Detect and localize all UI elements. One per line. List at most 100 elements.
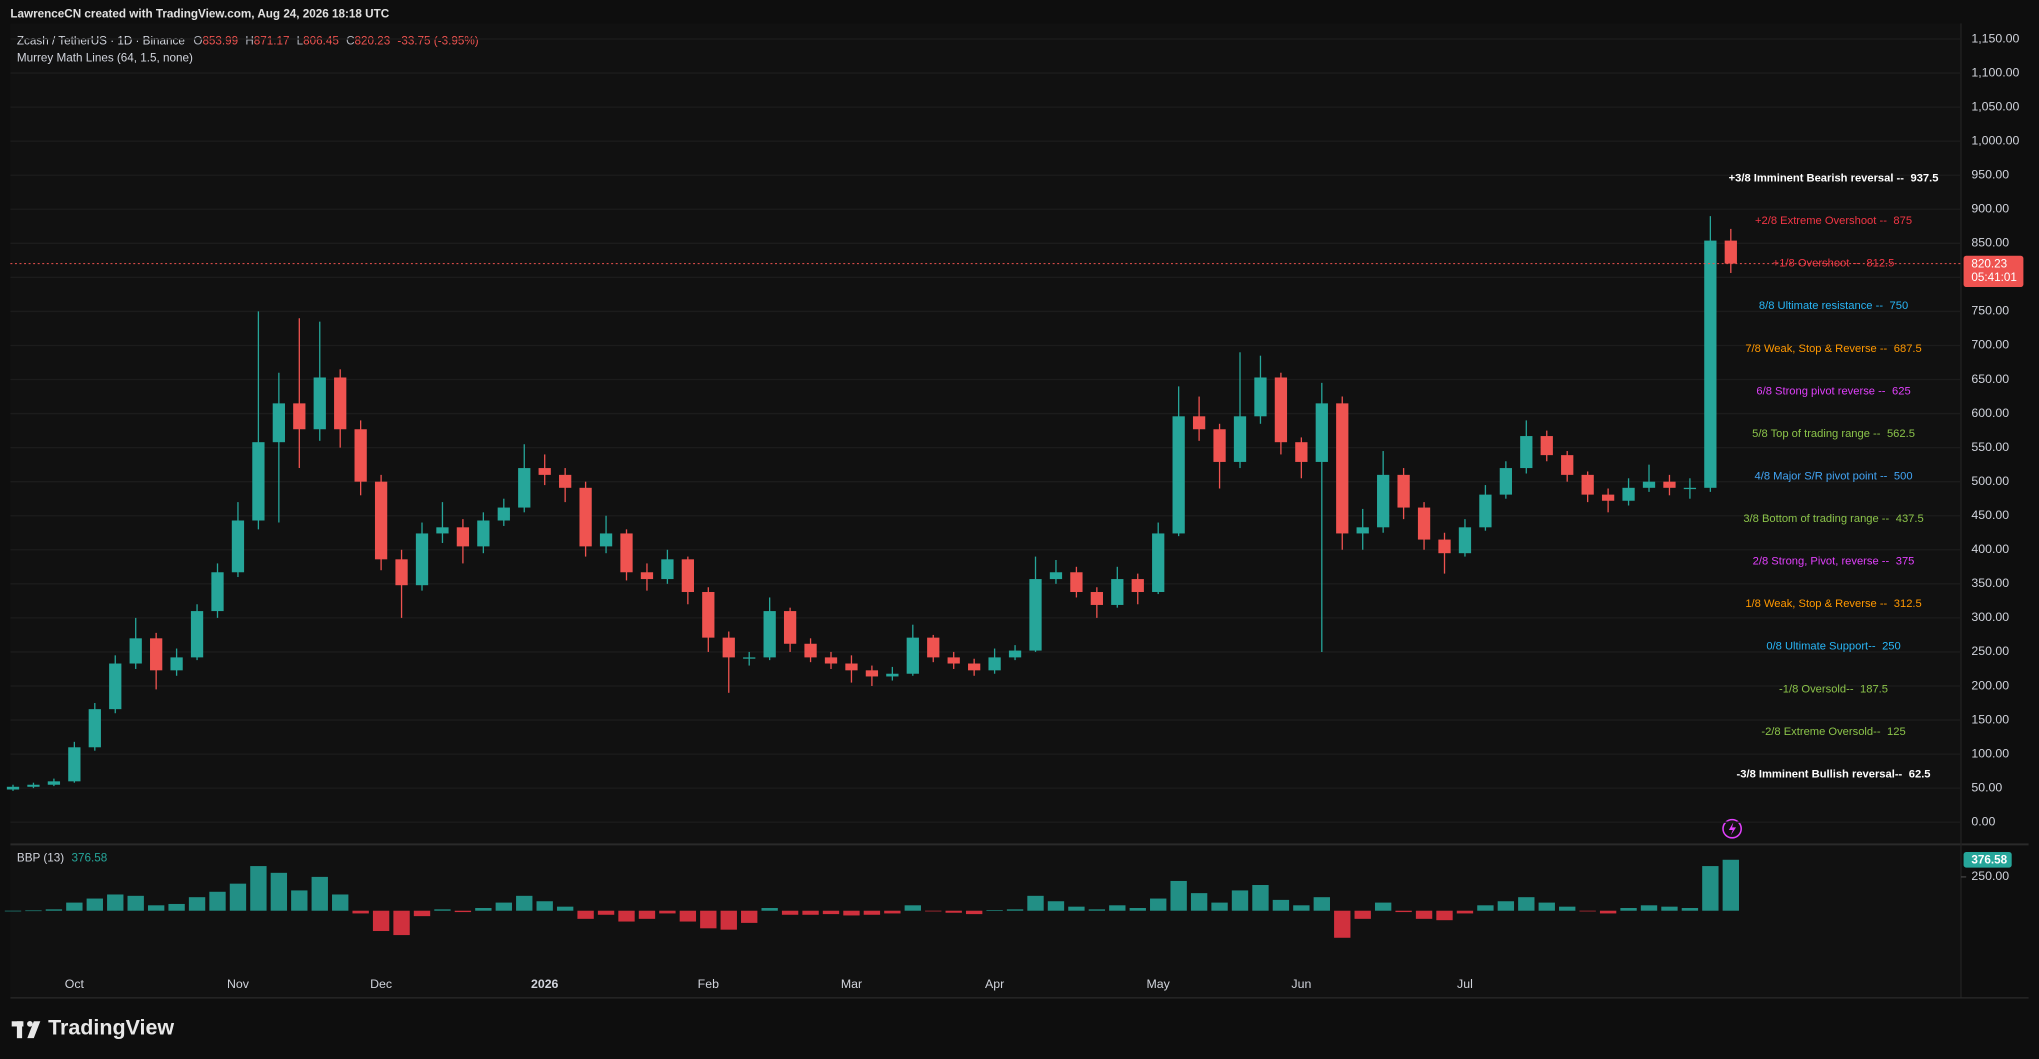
x-tick-label: Jul bbox=[1457, 977, 1473, 991]
y-tick-label: 400.00 bbox=[1971, 542, 2009, 556]
y-tick-label: 350.00 bbox=[1971, 576, 2009, 590]
murrey-text: -3/8 Imminent Bullish reversal-- bbox=[1737, 768, 1903, 780]
bbp-bar bbox=[1027, 895, 1044, 911]
bbp-bar bbox=[1661, 906, 1678, 911]
candle-body bbox=[1601, 494, 1615, 501]
murrey-label: +1/8 Overshoot -- 812.5 bbox=[1773, 258, 1895, 270]
y-tick-label: 1,000.00 bbox=[1971, 133, 2019, 147]
candle-body bbox=[27, 784, 40, 787]
candle-body bbox=[293, 403, 306, 430]
last-price-box bbox=[1963, 255, 2024, 288]
y-tick-label: 250.00 bbox=[1971, 869, 2009, 883]
bbp-bar bbox=[413, 910, 431, 917]
candle-body bbox=[354, 429, 367, 482]
y-tick-label: 500.00 bbox=[1971, 474, 2009, 488]
candle-body bbox=[1520, 436, 1533, 469]
bbp-bar bbox=[209, 891, 226, 911]
bbp-title: BBP (13) bbox=[17, 852, 64, 865]
bbp-bar bbox=[1415, 910, 1433, 919]
bbp-bar bbox=[1395, 910, 1412, 913]
y-tick-label: 250.00 bbox=[1971, 644, 2009, 658]
bbp-bar bbox=[107, 894, 124, 911]
bbp-bar bbox=[638, 910, 656, 919]
bbp-bar bbox=[495, 902, 512, 911]
ohlc-label: C bbox=[346, 35, 354, 48]
bbp-bar bbox=[822, 910, 840, 915]
murrey-text: -2/8 Extreme Oversold-- bbox=[1761, 726, 1880, 738]
candle-body bbox=[927, 637, 940, 658]
bbp-bar bbox=[1518, 897, 1535, 911]
candle-body bbox=[1397, 474, 1410, 508]
bbp-value: 376.58 bbox=[72, 852, 108, 865]
x-tick-label: Jun bbox=[1291, 977, 1311, 991]
bbp-bar bbox=[577, 910, 594, 919]
y-tick-label: 950.00 bbox=[1971, 167, 2009, 181]
bbp-bar bbox=[1047, 901, 1065, 911]
bbp-bar bbox=[516, 895, 533, 911]
attribution: LawrenceCN created with TradingView.com,… bbox=[10, 7, 389, 20]
x-tick-label: Mar bbox=[841, 977, 862, 991]
candle-body bbox=[579, 487, 592, 547]
candle-body bbox=[906, 637, 919, 674]
bbp-bar bbox=[659, 910, 676, 914]
bbp-bar bbox=[86, 898, 103, 911]
candle-body bbox=[743, 657, 756, 659]
candle-body bbox=[436, 527, 449, 534]
candle-body bbox=[1090, 592, 1103, 605]
candle-body bbox=[6, 786, 20, 790]
bbp-bar bbox=[475, 908, 492, 911]
footer-background bbox=[0, 999, 2039, 1059]
y-tick-label: 650.00 bbox=[1971, 372, 2009, 386]
candle-body bbox=[845, 663, 858, 671]
y-tick-label: 700.00 bbox=[1971, 338, 2009, 352]
ohlc-value: 853.99 bbox=[202, 35, 238, 48]
murrey-level: 750 bbox=[1890, 300, 1909, 312]
bbp-bar bbox=[229, 883, 247, 911]
bbp-bar bbox=[720, 910, 737, 930]
bbp-bar bbox=[1681, 908, 1699, 911]
bbp-bar bbox=[311, 876, 328, 911]
murrey-label: -2/8 Extreme Oversold-- 125 bbox=[1761, 726, 1905, 738]
x-tick-label: Dec bbox=[370, 977, 392, 991]
ohlc-value: 871.17 bbox=[254, 35, 290, 48]
bbp-bar bbox=[556, 906, 574, 911]
bbp-bar bbox=[1231, 890, 1249, 911]
candle-body bbox=[1561, 455, 1574, 475]
candle-body bbox=[620, 533, 633, 573]
symbol-legend: Zcash / TetherUS · 1D · Binance O853.99 … bbox=[17, 35, 479, 48]
candle-body bbox=[661, 559, 674, 580]
murrey-level: 875 bbox=[1893, 215, 1912, 227]
candle-body bbox=[190, 611, 204, 658]
bbp-bar bbox=[802, 910, 819, 915]
candle-body bbox=[1499, 468, 1512, 495]
murrey-label: -3/8 Imminent Bullish reversal-- 62.5 bbox=[1737, 768, 1931, 780]
candle-body bbox=[702, 592, 715, 638]
murrey-text: 5/8 Top of trading range -- bbox=[1752, 428, 1881, 440]
ohlc-value: 806.45 bbox=[303, 35, 339, 48]
candle-body bbox=[865, 670, 879, 677]
bbp-bar bbox=[1109, 905, 1126, 911]
murrey-level: 687.5 bbox=[1894, 343, 1922, 355]
murrey-level: 937.5 bbox=[1911, 172, 1939, 184]
murrey-text: +1/8 Overshoot -- bbox=[1773, 258, 1861, 270]
candle-body bbox=[1111, 579, 1124, 605]
y-tick-label: 150.00 bbox=[1971, 712, 2009, 726]
symbol: Zcash / TetherUS · 1D · Binance bbox=[17, 35, 185, 48]
candle-body bbox=[1417, 507, 1431, 540]
candle-body bbox=[477, 520, 490, 547]
bbp-bar bbox=[127, 895, 144, 911]
bbp-bar bbox=[454, 910, 472, 913]
bbp-bar bbox=[372, 910, 390, 932]
candle-body bbox=[1336, 403, 1349, 534]
candle-body bbox=[88, 709, 101, 748]
candle-body bbox=[456, 527, 470, 547]
bbp-bar bbox=[1170, 880, 1187, 911]
bbp-bar bbox=[863, 910, 881, 915]
murrey-label: -1/8 Oversold-- 187.5 bbox=[1779, 683, 1888, 695]
murrey-text: +2/8 Extreme Overshoot -- bbox=[1755, 215, 1887, 227]
murrey-label: 6/8 Strong pivot reverse -- 625 bbox=[1756, 385, 1910, 397]
bbp-bar bbox=[1456, 910, 1474, 914]
bbp-bar bbox=[741, 910, 758, 923]
brand-logo bbox=[11, 1021, 41, 1039]
